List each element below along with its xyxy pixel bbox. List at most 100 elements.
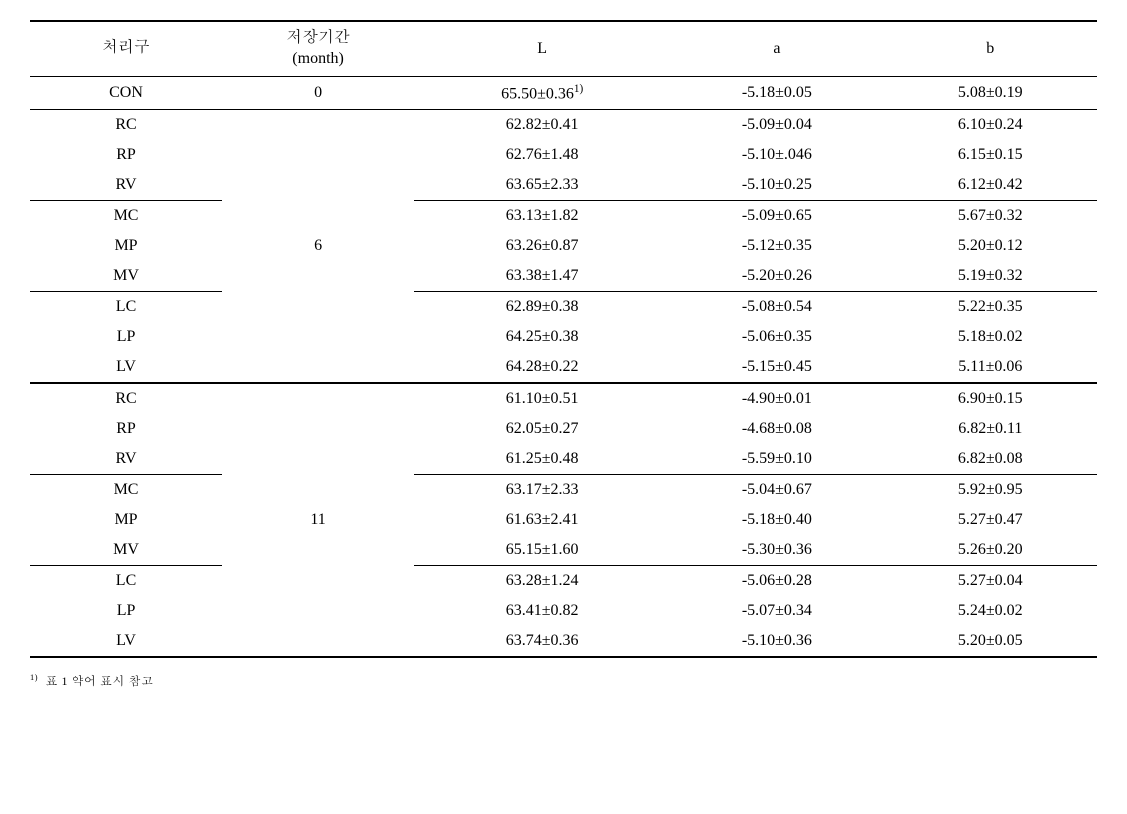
cell-b: 6.90±0.15	[884, 383, 1097, 414]
cell-b: 6.12±0.42	[884, 170, 1097, 201]
cell-a: -5.12±0.35	[670, 231, 883, 261]
table-row: LC 62.89±0.38 -5.08±0.54 5.22±0.35	[30, 291, 1097, 322]
cell-b: 6.82±0.11	[884, 414, 1097, 444]
cell-a: -5.04±0.67	[670, 474, 883, 505]
footnote-superscript: 1)	[30, 673, 38, 682]
cell-b: 5.19±0.32	[884, 261, 1097, 292]
table-row: RV 63.65±2.33 -5.10±0.25 6.12±0.42	[30, 170, 1097, 201]
cell-treatment: RP	[30, 414, 222, 444]
cell-L-superscript: 1)	[574, 83, 583, 95]
table-row: MC 63.17±2.33 -5.04±0.67 5.92±0.95	[30, 474, 1097, 505]
table-row: MP 61.63±2.41 -5.18±0.40 5.27±0.47	[30, 505, 1097, 535]
cell-L: 64.28±0.22	[414, 352, 670, 383]
cell-b: 6.82±0.08	[884, 444, 1097, 475]
cell-treatment: MV	[30, 261, 222, 292]
table-row: LP 63.41±0.82 -5.07±0.34 5.24±0.02	[30, 596, 1097, 626]
table-row: LP 64.25±0.38 -5.06±0.35 5.18±0.02	[30, 322, 1097, 352]
cell-a: -5.30±0.36	[670, 535, 883, 566]
cell-a: -5.09±0.65	[670, 200, 883, 231]
header-period-line2: (month)	[292, 50, 344, 67]
cell-period: 6	[222, 109, 414, 383]
cell-a: -5.18±0.05	[670, 76, 883, 109]
cell-treatment: RV	[30, 444, 222, 475]
cell-a: -5.07±0.34	[670, 596, 883, 626]
cell-L: 62.05±0.27	[414, 414, 670, 444]
cell-a: -4.90±0.01	[670, 383, 883, 414]
cell-L: 61.10±0.51	[414, 383, 670, 414]
cell-treatment: MP	[30, 505, 222, 535]
cell-treatment: LC	[30, 565, 222, 596]
cell-L: 64.25±0.38	[414, 322, 670, 352]
cell-a: -5.06±0.35	[670, 322, 883, 352]
cell-a: -5.15±0.45	[670, 352, 883, 383]
footnote-text: 표 1 약어 표시 참고	[45, 674, 153, 688]
table-row: MC 63.13±1.82 -5.09±0.65 5.67±0.32	[30, 200, 1097, 231]
cell-b: 5.18±0.02	[884, 322, 1097, 352]
table-row: RV 61.25±0.48 -5.59±0.10 6.82±0.08	[30, 444, 1097, 475]
table-row: LV 63.74±0.36 -5.10±0.36 5.20±0.05	[30, 626, 1097, 657]
cell-L: 62.89±0.38	[414, 291, 670, 322]
cell-treatment: LC	[30, 291, 222, 322]
table-row: MP 63.26±0.87 -5.12±0.35 5.20±0.12	[30, 231, 1097, 261]
cell-a: -5.20±0.26	[670, 261, 883, 292]
cell-L: 63.17±2.33	[414, 474, 670, 505]
cell-L: 62.82±0.41	[414, 109, 670, 140]
cell-b: 5.24±0.02	[884, 596, 1097, 626]
cell-a: -5.08±0.54	[670, 291, 883, 322]
cell-a: -5.10±0.36	[670, 626, 883, 657]
cell-L: 63.65±2.33	[414, 170, 670, 201]
cell-treatment: RP	[30, 140, 222, 170]
color-measurement-table: 처리구 저장기간 (month) L a b CON 0 65.50±0.361…	[30, 20, 1097, 658]
cell-L: 63.38±1.47	[414, 261, 670, 292]
cell-treatment: CON	[30, 76, 222, 109]
cell-a: -4.68±0.08	[670, 414, 883, 444]
header-period-line1: 저장기간	[286, 29, 350, 46]
cell-treatment: MP	[30, 231, 222, 261]
cell-a: -5.09±0.04	[670, 109, 883, 140]
table-row: MV 63.38±1.47 -5.20±0.26 5.19±0.32	[30, 261, 1097, 292]
cell-b: 5.08±0.19	[884, 76, 1097, 109]
table-row: RC 11 61.10±0.51 -4.90±0.01 6.90±0.15	[30, 383, 1097, 414]
cell-b: 5.67±0.32	[884, 200, 1097, 231]
cell-L: 63.26±0.87	[414, 231, 670, 261]
cell-a: -5.10±0.25	[670, 170, 883, 201]
cell-b: 6.15±0.15	[884, 140, 1097, 170]
cell-treatment: LV	[30, 626, 222, 657]
cell-treatment: RV	[30, 170, 222, 201]
cell-L-value: 65.50±0.36	[501, 85, 574, 102]
cell-b: 5.26±0.20	[884, 535, 1097, 566]
cell-b: 5.22±0.35	[884, 291, 1097, 322]
cell-treatment: RC	[30, 383, 222, 414]
cell-b: 5.92±0.95	[884, 474, 1097, 505]
table-row: RP 62.05±0.27 -4.68±0.08 6.82±0.11	[30, 414, 1097, 444]
cell-b: 5.27±0.04	[884, 565, 1097, 596]
cell-b: 5.20±0.05	[884, 626, 1097, 657]
cell-treatment: MC	[30, 474, 222, 505]
cell-treatment: LP	[30, 322, 222, 352]
table-header-row: 처리구 저장기간 (month) L a b	[30, 21, 1097, 76]
cell-b: 5.11±0.06	[884, 352, 1097, 383]
cell-b: 6.10±0.24	[884, 109, 1097, 140]
cell-period: 0	[222, 76, 414, 109]
header-b: b	[884, 21, 1097, 76]
cell-treatment: RC	[30, 109, 222, 140]
table-footnote: 1) 표 1 약어 표시 참고	[30, 672, 1097, 689]
cell-L: 62.76±1.48	[414, 140, 670, 170]
cell-period: 11	[222, 383, 414, 657]
header-a: a	[670, 21, 883, 76]
table-row: LC 63.28±1.24 -5.06±0.28 5.27±0.04	[30, 565, 1097, 596]
cell-L: 65.50±0.361)	[414, 76, 670, 109]
cell-L: 63.41±0.82	[414, 596, 670, 626]
cell-L: 61.63±2.41	[414, 505, 670, 535]
cell-L: 63.28±1.24	[414, 565, 670, 596]
cell-treatment: MV	[30, 535, 222, 566]
header-L: L	[414, 21, 670, 76]
table-row: RC 6 62.82±0.41 -5.09±0.04 6.10±0.24	[30, 109, 1097, 140]
header-treatment: 처리구	[30, 21, 222, 76]
cell-a: -5.10±.046	[670, 140, 883, 170]
table-row: RP 62.76±1.48 -5.10±.046 6.15±0.15	[30, 140, 1097, 170]
cell-a: -5.06±0.28	[670, 565, 883, 596]
cell-L: 61.25±0.48	[414, 444, 670, 475]
table-row: CON 0 65.50±0.361) -5.18±0.05 5.08±0.19	[30, 76, 1097, 109]
cell-treatment: LV	[30, 352, 222, 383]
